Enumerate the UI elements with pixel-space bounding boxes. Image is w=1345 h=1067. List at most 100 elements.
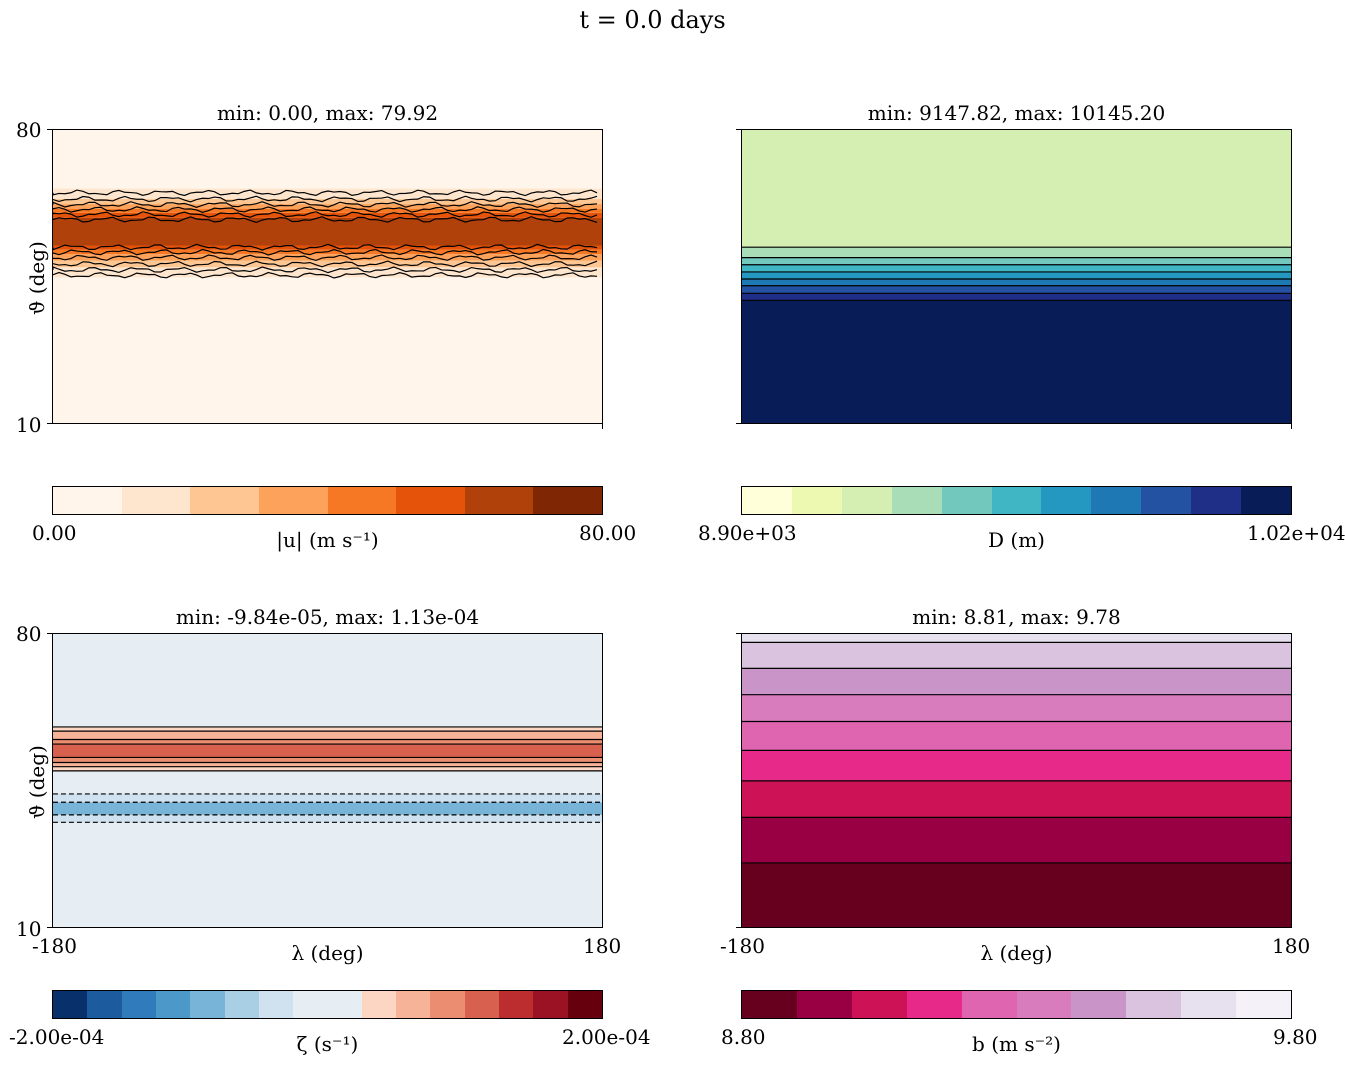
colorbar-swatch xyxy=(53,487,122,514)
contour-band xyxy=(53,217,602,246)
colorbar xyxy=(52,990,603,1019)
colorbar-swatch xyxy=(567,991,602,1018)
contour-line xyxy=(53,243,598,251)
contour-line xyxy=(53,201,598,209)
contour-band xyxy=(742,278,1291,286)
x-tick-label: 180 xyxy=(1272,934,1311,958)
colorbar-swatch xyxy=(1181,991,1237,1018)
y-tick-mark xyxy=(736,633,741,634)
plot-title: min: -9.84e-05, max: 1.13e-04 xyxy=(175,605,480,629)
contour-band xyxy=(53,726,602,732)
colorbar xyxy=(741,486,1292,515)
contour-svg xyxy=(742,130,1291,423)
colorbar-swatch xyxy=(499,991,534,1018)
colorbar-min-label: 0.00 xyxy=(32,521,77,545)
colorbar-swatch xyxy=(851,991,907,1018)
contour-band xyxy=(53,188,602,200)
colorbar-swatch xyxy=(1071,991,1127,1018)
contour-plot[interactable] xyxy=(52,129,603,424)
y-tick-label: 10 xyxy=(16,917,42,941)
colorbar-swatch xyxy=(991,487,1042,514)
colorbar-swatch xyxy=(327,487,397,514)
colorbar-max-label: 9.80 xyxy=(1273,1025,1318,1049)
contour-band xyxy=(742,862,1291,927)
colorbar-label: b (m s⁻²) xyxy=(972,1032,1061,1056)
colorbar-swatch xyxy=(1091,487,1142,514)
colorbar-swatch xyxy=(190,991,225,1018)
colorbar-swatch xyxy=(155,991,191,1018)
y-tick-mark xyxy=(47,129,52,130)
x-tick-mark xyxy=(1291,424,1292,429)
colorbar-swatch xyxy=(327,991,362,1018)
colorbar-swatch xyxy=(533,991,568,1018)
contour-band xyxy=(53,731,602,740)
colorbar-min-label: 8.80 xyxy=(721,1025,766,1049)
y-tick-mark xyxy=(736,423,741,424)
colorbar-swatch xyxy=(258,991,294,1018)
contour-plot[interactable] xyxy=(52,633,603,928)
x-axis-label: λ (deg) xyxy=(291,941,364,965)
contour-band xyxy=(53,802,602,815)
colorbar-min-label: 8.90e+03 xyxy=(698,521,797,545)
colorbar-swatch xyxy=(742,991,797,1018)
contour-band xyxy=(53,766,602,771)
y-axis-label: ϑ (deg) xyxy=(25,241,49,315)
contour-svg xyxy=(53,130,602,423)
contour-line xyxy=(53,248,598,256)
contour-band xyxy=(53,245,602,250)
contour-line xyxy=(53,254,598,262)
colorbar xyxy=(741,990,1292,1019)
colorbar-swatch xyxy=(87,991,122,1018)
colorbar-swatch xyxy=(791,487,842,514)
colorbar-swatch xyxy=(121,487,191,514)
contour-plot[interactable] xyxy=(741,633,1292,928)
contour-band xyxy=(742,750,1291,781)
contour-band xyxy=(742,642,1291,669)
colorbar-swatch xyxy=(293,991,328,1018)
contour-line xyxy=(53,260,598,268)
contour-line xyxy=(53,189,598,197)
contour-band xyxy=(53,814,602,823)
contour-band xyxy=(742,247,1291,258)
colorbar-swatch xyxy=(430,991,465,1018)
colorbar-swatch xyxy=(1241,487,1291,514)
plot-title: min: 0.00, max: 79.92 xyxy=(216,101,439,125)
x-axis-label: λ (deg) xyxy=(980,941,1053,965)
colorbar-max-label: 1.02e+04 xyxy=(1247,521,1345,545)
colorbar-swatch xyxy=(121,991,156,1018)
colorbar-max-label: 2.00e-04 xyxy=(562,1025,651,1049)
contour-band xyxy=(742,130,1291,248)
contour-plot[interactable] xyxy=(741,129,1292,424)
colorbar-label: D (m) xyxy=(988,528,1045,552)
contour-band xyxy=(742,634,1291,643)
colorbar-swatch xyxy=(1016,991,1072,1018)
contour-band xyxy=(53,260,602,268)
colorbar-swatch xyxy=(396,487,465,514)
y-tick-label: 10 xyxy=(16,413,42,437)
contour-band xyxy=(53,634,602,927)
colorbar-label: |u| (m s⁻¹) xyxy=(276,528,379,552)
plot-title: min: 9147.82, max: 10145.20 xyxy=(867,101,1166,125)
colorbar-swatch xyxy=(1041,487,1092,514)
contour-line xyxy=(53,266,598,274)
contour-band xyxy=(53,762,602,767)
contour-band xyxy=(53,757,602,763)
contour-band xyxy=(742,694,1291,722)
colorbar-min-label: -2.00e-04 xyxy=(9,1025,105,1049)
colorbar-swatch xyxy=(396,991,431,1018)
contour-band xyxy=(53,739,602,745)
x-tick-label: 180 xyxy=(583,934,622,958)
contour-band xyxy=(53,793,602,803)
contour-band xyxy=(742,285,1291,294)
y-tick-mark xyxy=(47,423,52,424)
y-tick-mark xyxy=(736,927,741,928)
x-tick-label: -180 xyxy=(720,934,765,958)
y-tick-label: 80 xyxy=(16,622,42,646)
contour-line xyxy=(53,195,598,203)
contour-band xyxy=(742,257,1291,265)
contour-band xyxy=(742,721,1291,751)
contour-line xyxy=(53,271,598,279)
colorbar xyxy=(52,486,603,515)
contour-line xyxy=(53,216,598,224)
colorbar-swatch xyxy=(1126,991,1182,1018)
